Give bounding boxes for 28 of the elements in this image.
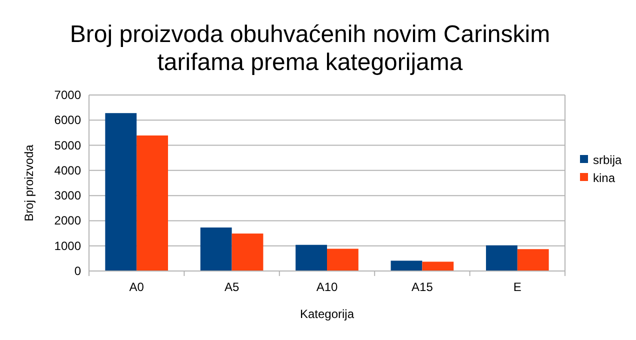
chart-title: Broj proizvoda obuhvaćenih novim Carinskim tarifama prema kategorijama bbox=[70, 21, 550, 76]
legend-label: kina bbox=[593, 171, 616, 185]
x-tick-label: A10 bbox=[316, 280, 338, 294]
bar bbox=[296, 244, 327, 271]
bar bbox=[390, 260, 422, 271]
y-tick-label: 0 bbox=[74, 264, 82, 278]
x-tick-label: A15 bbox=[412, 280, 434, 294]
bar bbox=[327, 248, 358, 271]
bar bbox=[517, 249, 549, 271]
y-tick-label: 5000 bbox=[54, 138, 82, 152]
bar bbox=[422, 262, 454, 271]
bar bbox=[486, 245, 518, 271]
y-tick-label: 4000 bbox=[54, 163, 82, 178]
y-tick-label: 7000 bbox=[54, 88, 82, 102]
bar bbox=[200, 228, 232, 271]
y-tick-label: 2000 bbox=[54, 214, 82, 228]
x-tick-label: A5 bbox=[224, 280, 240, 294]
bar bbox=[105, 113, 137, 271]
y-tick-label: 1000 bbox=[54, 238, 82, 253]
x-tick-label: A0 bbox=[129, 280, 144, 294]
y-tick-label: 6000 bbox=[54, 113, 82, 128]
y-tick-label: 3000 bbox=[54, 188, 82, 203]
x-axis-title: Kategorija bbox=[300, 307, 354, 321]
y-axis-title: Broj proizvoda bbox=[22, 144, 36, 222]
legend-label: srbija bbox=[593, 153, 622, 167]
bar bbox=[232, 234, 264, 271]
bar bbox=[136, 135, 168, 271]
x-tick-label: E bbox=[513, 280, 522, 294]
